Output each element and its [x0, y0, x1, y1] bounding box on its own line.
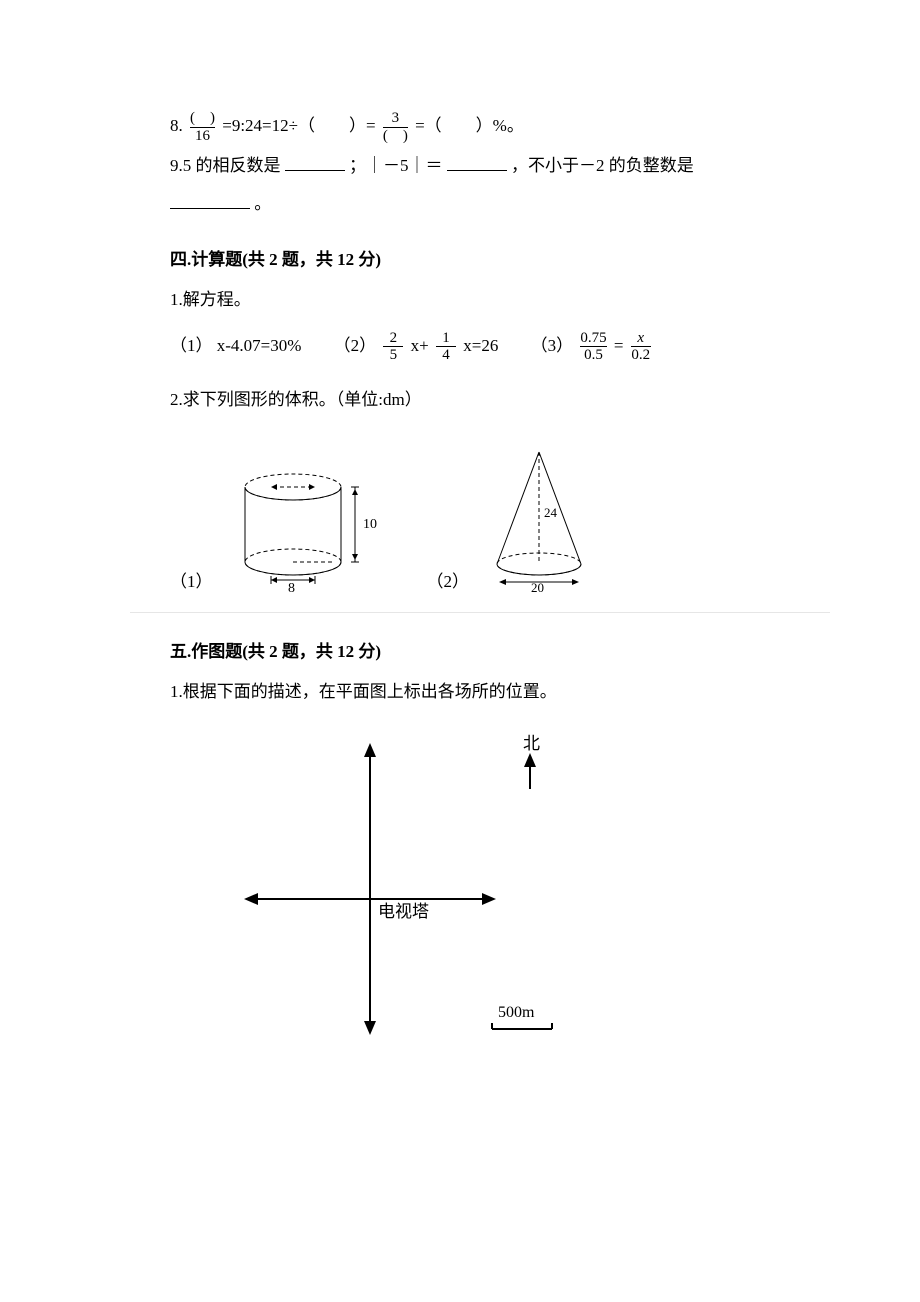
fig2-label: （2）: [427, 567, 470, 592]
q9-p1: 9.5 的相反数是: [170, 156, 281, 175]
q8-mid: =9:24=12÷（ ）=: [222, 116, 375, 135]
equation-row: （1） x-4.07=30% （2） 2 5 x+ 1 4 x=26 （3） 0…: [170, 330, 790, 364]
cylinder-figure: 10 8: [223, 462, 383, 592]
eq-2: （2） 2 5 x+ 1 4 x=26: [334, 330, 499, 364]
sec4-q1: 1.解方程。: [170, 284, 790, 316]
blank-2: [447, 155, 507, 171]
scale-label: 500m: [498, 1004, 535, 1021]
blank-3: [170, 193, 250, 209]
eq2-frac2: 1 4: [436, 330, 456, 364]
section-4-title: 四.计算题(共 2 题，共 12 分): [170, 245, 790, 270]
north-label: 北: [523, 734, 540, 753]
cone-diameter: 20: [531, 580, 544, 592]
section-5-title: 五.作图题(共 2 题，共 12 分): [170, 637, 790, 662]
map-center-label: 电视塔: [378, 902, 429, 921]
fig1-label: （1）: [170, 567, 213, 592]
eq-3: （3） 0.75 0.5 = x 0.2: [531, 330, 654, 364]
q9-p2: ；｜－5｜＝: [349, 156, 443, 175]
eq-1: （1） x-4.07=30%: [170, 331, 301, 356]
sec4-q2: 2.求下列图形的体积。（单位:dm）: [170, 384, 790, 416]
eq2-frac1: 2 5: [383, 330, 403, 364]
q8-fraction-1: ( ) 16: [190, 110, 215, 144]
sec5-q1: 1.根据下面的描述，在平面图上标出各场所的位置。: [170, 676, 790, 708]
question-9-cont: 。: [170, 188, 790, 220]
cone-figure: 24 20: [479, 442, 609, 592]
q9-p3: ，不小于－2 的负整数是: [511, 156, 694, 175]
eq3-rhs: x 0.2: [631, 330, 651, 364]
cone-height: 24: [544, 505, 558, 520]
eq3-lhs: 0.75 0.5: [580, 330, 606, 364]
q8-fraction-2: 3 ( ): [383, 110, 408, 144]
blank-1: [285, 155, 345, 171]
q9-end: 。: [254, 194, 271, 213]
cylinder-radius: 8: [288, 581, 295, 592]
cylinder-height: 10: [363, 517, 377, 532]
question-9: 9.5 的相反数是 ；｜－5｜＝ ，不小于－2 的负整数是: [170, 150, 790, 182]
divider: [130, 612, 830, 613]
map-figure: 电视塔 北 500m: [230, 729, 610, 1059]
map-figure-container: 电视塔 北 500m: [230, 729, 790, 1059]
q8-tail: =（ ）%。: [415, 116, 524, 135]
question-8: 8. ( ) 16 =9:24=12÷（ ）= 3 ( ) =（ ）%。: [170, 110, 790, 144]
figure-row: （1） 10 8 （2） 24 20: [170, 442, 790, 592]
q8-number: 8.: [170, 116, 183, 135]
